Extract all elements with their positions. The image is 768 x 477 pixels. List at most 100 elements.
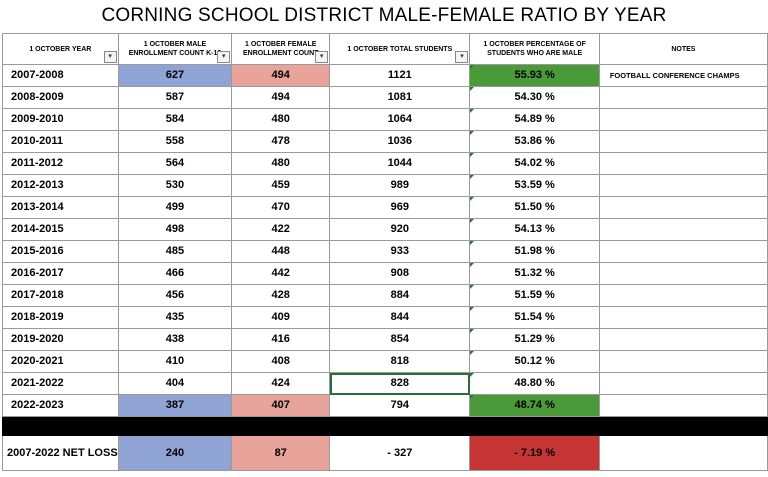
cell-notes[interactable] — [598, 108, 768, 131]
header-pct[interactable]: 1 OCTOBER PERCENTAGE OF STUDENTS WHO ARE… — [469, 33, 600, 65]
cell-female[interactable]: 470 — [231, 196, 331, 219]
cell-male[interactable]: 587 — [117, 86, 233, 109]
cell-total[interactable]: 989 — [329, 174, 471, 197]
cell-pct[interactable]: 54.30 % — [469, 86, 600, 109]
cell-pct[interactable]: 54.02 % — [469, 152, 600, 175]
cell-female[interactable]: 409 — [231, 306, 331, 329]
cell-notes[interactable] — [598, 152, 768, 175]
cell-year[interactable]: 2020-2021 — [2, 350, 119, 373]
cell-total[interactable]: 818 — [329, 350, 471, 373]
cell-female[interactable]: 416 — [231, 328, 331, 351]
cell-male[interactable]: 466 — [117, 262, 233, 285]
cell-notes[interactable] — [598, 240, 768, 263]
net-loss-label[interactable]: 2007-2022 NET LOSS — [2, 435, 119, 471]
cell-notes[interactable] — [598, 328, 768, 351]
cell-male[interactable]: 498 — [117, 218, 233, 241]
cell-notes[interactable] — [598, 86, 768, 109]
cell-pct[interactable]: 51.98 % — [469, 240, 600, 263]
cell-male[interactable]: 499 — [117, 196, 233, 219]
net-loss-male[interactable]: 240 — [117, 435, 233, 471]
header-total[interactable]: 1 OCTOBER TOTAL STUDENTS ▾ — [329, 33, 471, 65]
net-loss-female[interactable]: 87 — [231, 435, 331, 471]
cell-year[interactable]: 2015-2016 — [2, 240, 119, 263]
cell-male[interactable]: 584 — [117, 108, 233, 131]
cell-total[interactable]: 1081 — [329, 86, 471, 109]
cell-year[interactable]: 2008-2009 — [2, 86, 119, 109]
cell-male[interactable]: 438 — [117, 328, 233, 351]
cell-female[interactable]: 494 — [231, 86, 331, 109]
cell-pct[interactable]: 50.12 % — [469, 350, 600, 373]
filter-dropdown-icon[interactable]: ▾ — [315, 51, 329, 63]
cell-female[interactable]: 478 — [231, 130, 331, 153]
cell-year[interactable]: 2017-2018 — [2, 284, 119, 307]
cell-year[interactable]: 2011-2012 — [2, 152, 119, 175]
cell-pct[interactable]: 54.13 % — [469, 218, 600, 241]
cell-total[interactable]: 1044 — [329, 152, 471, 175]
cell-notes[interactable] — [598, 196, 768, 219]
cell-male[interactable]: 558 — [117, 130, 233, 153]
cell-female[interactable]: 424 — [231, 372, 331, 395]
cell-pct[interactable]: 51.32 % — [469, 262, 600, 285]
cell-pct[interactable]: 51.50 % — [469, 196, 600, 219]
cell-total[interactable]: 933 — [329, 240, 471, 263]
net-loss-pct[interactable]: - 7.19 % — [469, 435, 600, 471]
cell-year[interactable]: 2012-2013 — [2, 174, 119, 197]
cell-notes[interactable] — [598, 174, 768, 197]
cell-total[interactable]: 1121 — [329, 64, 471, 87]
cell-pct[interactable]: 54.89 % — [469, 108, 600, 131]
cell-total[interactable]: 1064 — [329, 108, 471, 131]
cell-total[interactable]: 1036 — [329, 130, 471, 153]
cell-male[interactable]: 564 — [117, 152, 233, 175]
cell-total[interactable]: 908 — [329, 262, 471, 285]
cell-female[interactable]: 428 — [231, 284, 331, 307]
cell-notes[interactable] — [598, 262, 768, 285]
cell-year[interactable]: 2009-2010 — [2, 108, 119, 131]
cell-female[interactable]: 407 — [231, 394, 331, 417]
cell-pct[interactable]: 55.93 % — [469, 64, 600, 87]
cell-male[interactable]: 485 — [117, 240, 233, 263]
cell-total[interactable]: 969 — [329, 196, 471, 219]
cell-year[interactable]: 2021-2022 — [2, 372, 119, 395]
cell-female[interactable]: 480 — [231, 152, 331, 175]
header-notes[interactable]: NOTES — [598, 33, 768, 65]
cell-year[interactable]: 2018-2019 — [2, 306, 119, 329]
cell-year[interactable]: 2014-2015 — [2, 218, 119, 241]
cell-male[interactable]: 410 — [117, 350, 233, 373]
cell-male[interactable]: 404 — [117, 372, 233, 395]
cell-pct[interactable]: 48.74 % — [469, 394, 600, 417]
cell-female[interactable]: 422 — [231, 218, 331, 241]
cell-total[interactable]: 844 — [329, 306, 471, 329]
cell-female[interactable]: 459 — [231, 174, 331, 197]
cell-male[interactable]: 456 — [117, 284, 233, 307]
cell-female[interactable]: 448 — [231, 240, 331, 263]
cell-female[interactable]: 442 — [231, 262, 331, 285]
cell-female[interactable]: 408 — [231, 350, 331, 373]
cell-male[interactable]: 387 — [117, 394, 233, 417]
header-year[interactable]: 1 OCTOBER YEAR ▾ — [2, 33, 119, 65]
cell-pct[interactable]: 51.59 % — [469, 284, 600, 307]
cell-notes[interactable] — [598, 284, 768, 307]
cell-year[interactable]: 2007-2008 — [2, 64, 119, 87]
cell-notes[interactable] — [598, 130, 768, 153]
cell-pct[interactable]: 53.86 % — [469, 130, 600, 153]
cell-notes[interactable] — [598, 372, 768, 395]
net-loss-total[interactable]: - 327 — [329, 435, 471, 471]
cell-notes[interactable] — [598, 306, 768, 329]
cell-year[interactable]: 2022-2023 — [2, 394, 119, 417]
cell-year[interactable]: 2010-2011 — [2, 130, 119, 153]
cell-year[interactable]: 2019-2020 — [2, 328, 119, 351]
cell-year[interactable]: 2016-2017 — [2, 262, 119, 285]
cell-total[interactable]: 794 — [329, 394, 471, 417]
cell-total[interactable]: 854 — [329, 328, 471, 351]
header-female[interactable]: 1 OCTOBER FEMALE ENROLLMENT COUNT ▾ — [231, 33, 331, 65]
cell-pct[interactable]: 51.29 % — [469, 328, 600, 351]
filter-dropdown-icon[interactable]: ▾ — [217, 51, 231, 63]
sort-filter-icon[interactable]: ▾ — [103, 51, 117, 63]
cell-male[interactable]: 627 — [117, 64, 233, 87]
cell-female[interactable]: 494 — [231, 64, 331, 87]
cell-male[interactable]: 530 — [117, 174, 233, 197]
cell-total[interactable]: 884 — [329, 284, 471, 307]
cell-notes[interactable] — [598, 218, 768, 241]
cell-pct[interactable]: 53.59 % — [469, 174, 600, 197]
cell-pct[interactable]: 51.54 % — [469, 306, 600, 329]
